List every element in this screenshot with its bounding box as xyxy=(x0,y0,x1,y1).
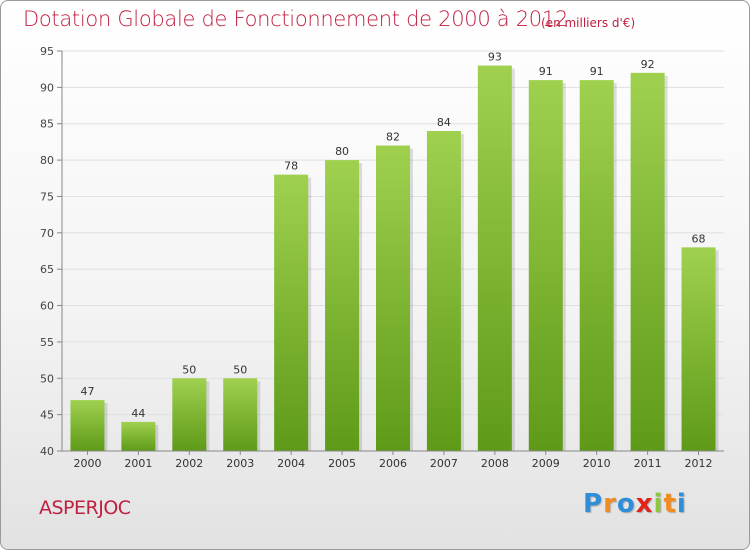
y-tick-label: 75 xyxy=(40,190,54,203)
bar-2009 xyxy=(528,80,563,451)
x-tick-label: 2004 xyxy=(277,457,305,470)
x-tick-label: 2012 xyxy=(685,457,713,470)
bar-value-label: 47 xyxy=(80,385,94,398)
bar-2010 xyxy=(579,80,614,451)
y-tick-label: 85 xyxy=(40,118,54,131)
y-tick-label: 90 xyxy=(40,81,54,94)
x-tick-label: 2010 xyxy=(583,457,611,470)
logo-letter: P xyxy=(583,489,604,519)
logo-letter: o xyxy=(616,489,636,519)
bar-2004 xyxy=(274,174,309,452)
y-tick-label: 70 xyxy=(40,227,54,240)
bar-value-label: 68 xyxy=(692,232,706,245)
x-tick-label: 2001 xyxy=(124,457,152,470)
chart-title: Dotation Globale de Fonctionnement de 20… xyxy=(23,7,568,31)
y-tick-label: 60 xyxy=(40,300,54,313)
bar-2012 xyxy=(681,247,716,451)
bar-2006 xyxy=(376,145,410,451)
y-tick-label: 55 xyxy=(40,336,54,349)
logo-letter: i xyxy=(653,489,664,519)
proxiti-logo[interactable]: Proxiti xyxy=(583,489,687,519)
x-tick-label: 2003 xyxy=(226,457,254,470)
bar-2008 xyxy=(477,65,512,451)
x-tick-label: 2002 xyxy=(175,457,203,470)
bar-value-label: 91 xyxy=(590,65,604,78)
bar-2001 xyxy=(121,421,156,451)
bar-value-label: 44 xyxy=(131,407,145,420)
x-tick-label: 2006 xyxy=(379,457,407,470)
bar-value-label: 93 xyxy=(488,51,502,64)
x-tick-label: 2011 xyxy=(634,457,662,470)
bar-value-label: 78 xyxy=(284,160,298,173)
bar-2000 xyxy=(70,400,105,451)
bar-value-label: 84 xyxy=(437,116,451,129)
y-tick-label: 45 xyxy=(40,409,54,422)
bar-value-label: 80 xyxy=(335,145,349,158)
x-tick-label: 2000 xyxy=(73,457,101,470)
bar-2011 xyxy=(630,72,665,452)
y-tick-label: 50 xyxy=(40,372,54,385)
bar-value-label: 50 xyxy=(233,363,247,376)
logo-letter: t xyxy=(663,489,677,519)
y-tick-label: 40 xyxy=(40,445,54,458)
bar-2003 xyxy=(223,378,258,451)
bar-2005 xyxy=(325,160,360,451)
x-tick-label: 2008 xyxy=(481,457,509,470)
x-tick-label: 2005 xyxy=(328,457,356,470)
bar-value-label: 50 xyxy=(182,363,196,376)
commune-name: ASPERJOC xyxy=(39,497,131,519)
x-tick-label: 2009 xyxy=(532,457,560,470)
y-tick-label: 95 xyxy=(40,45,54,58)
logo-letter: x xyxy=(635,489,654,519)
bar-2002 xyxy=(172,378,207,451)
y-tick-label: 65 xyxy=(40,263,54,276)
chart-unit-label: (en milliers d'€) xyxy=(541,16,636,30)
bar-2007 xyxy=(426,131,461,451)
y-tick-label: 80 xyxy=(40,154,54,167)
logo-letter: i xyxy=(676,489,687,519)
bar-value-label: 82 xyxy=(386,131,400,144)
bar-value-label: 92 xyxy=(641,58,655,71)
logo-letter: r xyxy=(603,489,617,519)
bar-value-label: 91 xyxy=(539,65,553,78)
x-tick-label: 2007 xyxy=(430,457,458,470)
